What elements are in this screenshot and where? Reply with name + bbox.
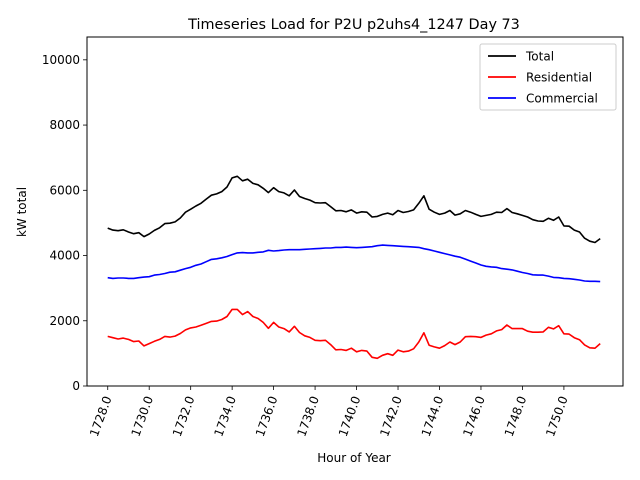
legend-label-commercial: Commercial xyxy=(526,92,598,106)
series-layer xyxy=(107,175,601,360)
y-tick-label: 6000 xyxy=(49,183,80,197)
y-axis-ticks: 0 2000 4000 6000 8000 10000 xyxy=(42,53,87,393)
series-line-commercial xyxy=(107,244,601,283)
x-axis-label: Hour of Year xyxy=(317,451,391,465)
axes-frame xyxy=(86,36,624,387)
legend: Total Residential Commercial xyxy=(479,43,617,111)
legend-box xyxy=(479,43,617,111)
chart-title: Timeseries Load for P2U p2uhs4_1247 Day … xyxy=(187,17,520,33)
y-tick-label: 2000 xyxy=(49,314,80,328)
y-tick-label: 4000 xyxy=(49,249,80,263)
y-axis-label: kW total xyxy=(15,187,29,237)
y-tick-label: 10000 xyxy=(42,53,80,67)
y-tick-label: 0 xyxy=(72,379,80,393)
series-line-residential xyxy=(107,308,601,360)
legend-label-total: Total xyxy=(525,50,554,64)
series-line-total xyxy=(107,175,601,244)
legend-label-residential: Residential xyxy=(526,71,592,85)
y-tick-label: 8000 xyxy=(49,118,80,132)
